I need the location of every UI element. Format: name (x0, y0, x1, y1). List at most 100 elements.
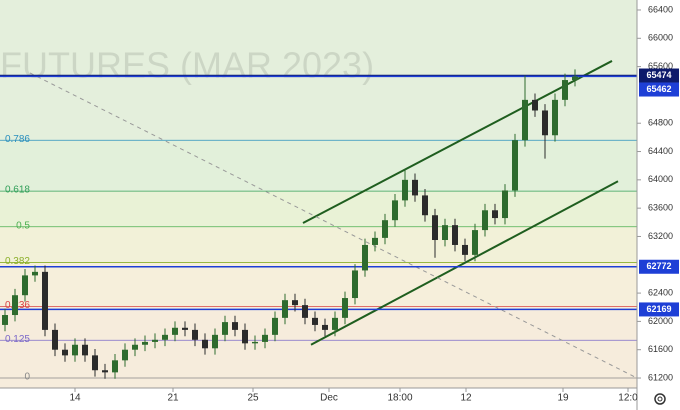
trend-line (310, 180, 619, 346)
price-marker-label: 65462 (646, 84, 671, 94)
y-tick-label: 64000 (648, 174, 673, 184)
candle-body (522, 99, 528, 141)
candle-body (192, 329, 198, 340)
candle-body (102, 370, 108, 373)
y-tick-label: 62400 (648, 287, 673, 297)
x-tick-label: 19 (557, 393, 569, 404)
fib-label: 0.125 (5, 334, 30, 345)
candle-body (232, 322, 238, 330)
candle-body (502, 190, 508, 219)
y-tick-label: 61200 (648, 372, 673, 382)
candle-body (162, 334, 168, 340)
x-tick-label: 25 (247, 393, 259, 404)
candle-body (132, 344, 138, 350)
candle-body (282, 300, 288, 318)
y-tick-label: 66400 (648, 4, 673, 14)
candle-body (542, 110, 548, 136)
candle-body (312, 317, 318, 325)
y-tick-label: 61600 (648, 344, 673, 354)
y-tick-label: 62000 (648, 316, 673, 326)
candle-body (42, 271, 48, 330)
candle-body (262, 334, 268, 342)
candle-body (372, 237, 378, 245)
trend-line (302, 60, 613, 224)
candle-body (482, 210, 488, 231)
candle-body (322, 324, 328, 330)
price-marker-label: 65474 (646, 70, 671, 80)
price-marker-box (639, 302, 679, 317)
y-tick-label: 65600 (648, 61, 673, 71)
x-tick-label: Dec (320, 393, 338, 404)
candle-body (352, 270, 358, 299)
candle-body (252, 341, 258, 344)
candle-body (362, 244, 368, 271)
candle-body (172, 327, 178, 335)
fib-label: 0 (24, 372, 30, 383)
candle-body (272, 317, 278, 335)
price-marker-label: 62772 (646, 261, 671, 271)
fib-zone (0, 140, 637, 192)
candle-body (422, 195, 428, 216)
candle-body (82, 344, 88, 356)
fib-label: 0.5 (16, 220, 30, 231)
candle-body (412, 179, 418, 196)
candle-body (442, 225, 448, 241)
y-tick-label: 63200 (648, 231, 673, 241)
y-tick-label: 64400 (648, 146, 673, 156)
candle-body (572, 76, 578, 81)
candle-body (342, 298, 348, 318)
x-tick-label: 14 (69, 393, 81, 404)
candle-body (462, 244, 468, 255)
candle-body (2, 315, 8, 325)
trend-line (29, 72, 638, 379)
fib-zone (0, 262, 637, 307)
candle-body (512, 140, 518, 191)
candle-body (152, 339, 158, 342)
candle-body (122, 349, 128, 361)
candle-body (292, 300, 298, 306)
candle-body (32, 271, 38, 276)
candle-body (182, 327, 188, 330)
candle-body (332, 317, 338, 330)
price-marker-box (639, 259, 679, 274)
candle-body (62, 349, 68, 356)
candle-body (472, 230, 478, 255)
price-marker-box (639, 82, 679, 97)
candle-body (532, 99, 538, 111)
price-marker-label: 62169 (646, 304, 671, 314)
plot-area: FUTURES (MAR 2023)0.7860.6180.50.3820.23… (0, 0, 638, 388)
y-tick-label: 64800 (648, 118, 673, 128)
candle-body (52, 329, 58, 350)
candle-body (432, 215, 438, 241)
candle-body (302, 305, 308, 318)
candle-body (72, 344, 78, 356)
candle-body (552, 99, 558, 136)
y-tick-label: 66000 (648, 33, 673, 43)
x-tick-label: 21 (167, 393, 179, 404)
fib-zone (0, 0, 637, 141)
fib-label: 0.786 (5, 134, 30, 145)
candle-body (202, 339, 208, 349)
candle-body (562, 80, 568, 100)
fib-zone (0, 306, 637, 341)
price-marker-box (639, 68, 679, 83)
fib-label: 0.618 (5, 185, 30, 196)
fib-zone (0, 226, 637, 263)
watermark: FUTURES (MAR 2023) (0, 45, 374, 86)
fib-label: 0.382 (5, 256, 30, 267)
x-tick-label: 18:00 (387, 393, 412, 404)
candle-body (92, 355, 98, 371)
candle-body (402, 179, 408, 201)
candle-body (492, 210, 498, 219)
settings-icon[interactable] (654, 393, 666, 405)
candle-body (142, 341, 148, 345)
fib-zone (0, 378, 637, 388)
x-tick-label: 12:0 (618, 393, 638, 404)
y-tick-label: 63600 (648, 203, 673, 213)
candle-body (452, 225, 458, 245)
candle-body (222, 322, 228, 335)
candle-body (112, 360, 118, 373)
candle-body (392, 200, 398, 221)
x-tick-label: 12 (460, 393, 472, 404)
